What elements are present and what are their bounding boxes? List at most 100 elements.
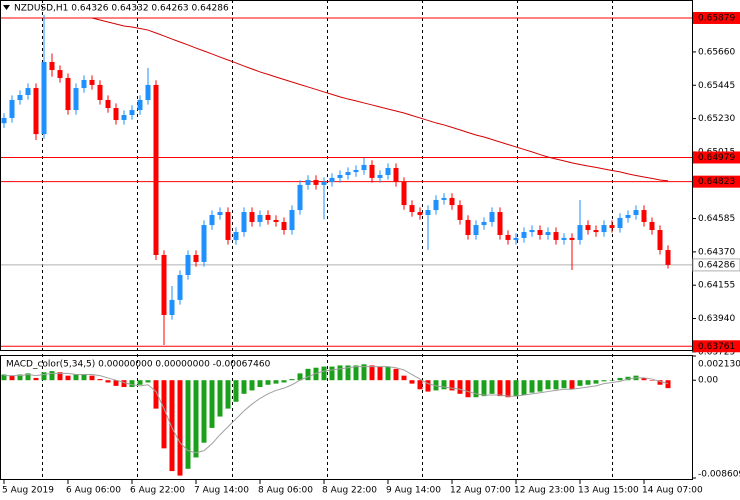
macd-bar bbox=[1, 374, 7, 381]
candle-body bbox=[417, 212, 423, 215]
macd-bar bbox=[65, 375, 71, 381]
macd-bar bbox=[585, 380, 591, 385]
candle-body bbox=[593, 230, 599, 233]
macd-bar bbox=[449, 380, 455, 391]
candle-body bbox=[305, 179, 311, 185]
candle-body bbox=[497, 212, 503, 235]
candle-body bbox=[321, 181, 327, 185]
macd-bar bbox=[225, 380, 231, 409]
x-tick-label: 8 Aug 22:00 bbox=[322, 486, 377, 496]
candle-body bbox=[617, 217, 623, 229]
macd-bar bbox=[529, 380, 535, 393]
macd-bar bbox=[625, 376, 631, 381]
candle-body bbox=[665, 250, 671, 265]
macd-bar bbox=[25, 373, 31, 381]
candle-body bbox=[585, 225, 591, 231]
candle-body bbox=[57, 70, 63, 78]
macd-bar bbox=[313, 367, 319, 381]
y-tick-label: 0.64370 bbox=[698, 247, 735, 257]
candle-body bbox=[657, 230, 663, 251]
period-separators bbox=[42, 0, 613, 480]
candle-body bbox=[489, 212, 495, 222]
candle-body bbox=[401, 181, 407, 206]
level-label: 0.63761 bbox=[698, 342, 735, 352]
level-label-box bbox=[693, 151, 740, 164]
candle-body bbox=[521, 232, 527, 238]
candle-body bbox=[369, 164, 375, 178]
candle-body bbox=[201, 225, 207, 262]
macd-bar bbox=[49, 371, 55, 381]
macd-bar bbox=[217, 380, 223, 417]
candle-body bbox=[225, 212, 231, 240]
indicator-label: MACD_color(5,34,5) 0.00000000 0.00000000… bbox=[6, 360, 271, 370]
candle-body bbox=[65, 77, 71, 111]
candle-body bbox=[1, 117, 7, 124]
macd-bar bbox=[353, 365, 359, 381]
chart-title: NZDUSD,H1 0.64326 0.64332 0.64263 0.6428… bbox=[14, 4, 229, 14]
candle-body bbox=[49, 62, 55, 71]
candle-body bbox=[481, 221, 487, 226]
macd-bar bbox=[649, 380, 655, 381]
x-tick-label: 6 Aug 22:00 bbox=[130, 486, 185, 496]
macd-bar bbox=[17, 374, 23, 381]
candle-body bbox=[409, 205, 415, 213]
macd-bar bbox=[321, 366, 327, 381]
candle-body bbox=[273, 219, 279, 222]
candle-body bbox=[601, 225, 607, 233]
candle-body bbox=[209, 214, 215, 226]
y2-tick-label: 0.00 bbox=[698, 376, 718, 386]
macd-bar bbox=[273, 380, 279, 384]
frames bbox=[0, 0, 693, 480]
level-label: 0.65879 bbox=[698, 13, 735, 23]
candle-body bbox=[193, 254, 199, 262]
macd-bar bbox=[505, 380, 511, 398]
macd-bar bbox=[665, 380, 671, 389]
macd-bar bbox=[441, 380, 447, 390]
candle-body bbox=[529, 230, 535, 233]
macd-bar bbox=[209, 380, 215, 428]
level-label: 0.64823 bbox=[698, 177, 735, 187]
macd-bar bbox=[177, 380, 183, 476]
x-tick-label: 5 Aug 2019 bbox=[2, 486, 54, 496]
candle-body bbox=[553, 232, 559, 240]
macd-bar bbox=[641, 377, 647, 381]
candle-body bbox=[297, 184, 303, 211]
macd-bar bbox=[521, 380, 527, 395]
x-tick-label: 14 Aug 07:00 bbox=[642, 486, 703, 496]
candle-body bbox=[329, 177, 335, 182]
macd-bar bbox=[577, 380, 583, 386]
candle-body bbox=[337, 175, 343, 178]
macd-bar bbox=[145, 380, 151, 383]
menu-arrow bbox=[3, 5, 10, 10]
macd-bar bbox=[161, 380, 167, 449]
candle-body bbox=[89, 79, 95, 85]
macd-bar bbox=[609, 380, 615, 381]
candle-body bbox=[289, 210, 295, 231]
level-label: 0.64979 bbox=[698, 153, 735, 163]
macd-bar bbox=[153, 380, 159, 409]
macd-bar bbox=[401, 375, 407, 381]
candle-body bbox=[513, 237, 519, 240]
moving-average bbox=[91, 17, 669, 182]
candle-body bbox=[25, 88, 31, 96]
y2-tick-label: -0.008609 bbox=[698, 470, 740, 480]
macd-bar bbox=[89, 375, 95, 381]
candle-body bbox=[177, 274, 183, 300]
candle-body bbox=[385, 168, 391, 175]
candle-body bbox=[449, 197, 455, 206]
macd-bar bbox=[569, 380, 575, 390]
y-tick-label: 0.64155 bbox=[698, 281, 735, 291]
candle-body bbox=[81, 79, 87, 89]
candle-body bbox=[161, 254, 167, 315]
candle-body bbox=[265, 214, 271, 220]
macd-bar bbox=[289, 379, 295, 381]
macd-signal bbox=[4, 366, 669, 454]
candle-body bbox=[121, 115, 127, 120]
candle-body bbox=[545, 232, 551, 235]
y2-tick-label: 0.0021305 bbox=[698, 360, 740, 370]
candle-body bbox=[137, 99, 143, 111]
macd-bar bbox=[377, 366, 383, 381]
macd-bar bbox=[473, 380, 479, 398]
macd-bar bbox=[249, 380, 255, 391]
